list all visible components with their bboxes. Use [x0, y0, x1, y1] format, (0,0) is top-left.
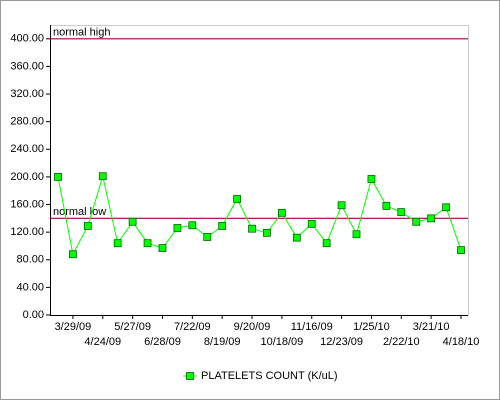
data-point [218, 222, 227, 230]
y-tick-label: 80.00 [16, 254, 44, 266]
data-point [322, 239, 331, 248]
x-tick-label: 9/20/09 [234, 321, 271, 333]
data-point [188, 221, 197, 230]
data-point [367, 175, 376, 183]
y-tick-label: 160.00 [10, 198, 44, 210]
reference-label: normal low [53, 206, 106, 218]
legend-label: PLATELETS COUNT (K/uL) [201, 370, 338, 382]
y-tick-label: 0.00 [23, 309, 44, 321]
y-tick-label: 280.00 [10, 116, 44, 128]
data-point [352, 230, 361, 239]
data-point [113, 239, 122, 248]
data-point [412, 217, 421, 226]
data-point [427, 214, 436, 223]
data-point [83, 222, 92, 230]
data-point [69, 250, 77, 259]
data-point [98, 172, 107, 181]
x-tick-label: 3/21/10 [413, 321, 450, 333]
x-tick-label: 12/23/09 [320, 336, 363, 348]
data-point [128, 217, 137, 226]
reference-label: normal high [53, 27, 110, 39]
x-tick-label: 4/18/10 [443, 336, 480, 348]
data-point [248, 224, 256, 233]
y-tick-label: 120.00 [10, 226, 44, 238]
data-point [337, 201, 346, 210]
data-point [54, 173, 62, 181]
data-point [292, 233, 301, 242]
series-line [57, 174, 462, 256]
data-point [442, 203, 450, 212]
x-tick-label: 6/28/09 [144, 336, 181, 348]
x-tick-label: 2/22/10 [383, 336, 420, 348]
x-tick-label: 1/25/10 [353, 321, 390, 333]
y-tick-label: 240.00 [10, 143, 44, 155]
x-tick-label: 7/22/09 [174, 321, 211, 333]
data-point [233, 195, 242, 203]
legend-marker [186, 372, 194, 380]
data-point [382, 202, 391, 210]
x-tick-label: 3/29/09 [55, 321, 92, 333]
y-tick-label: 360.00 [10, 60, 44, 72]
x-tick-label: 11/16/09 [291, 321, 333, 333]
x-tick-label: 4/24/09 [84, 336, 121, 348]
data-point [263, 228, 271, 237]
y-tick-label: 400.00 [10, 33, 44, 45]
data-point [203, 233, 212, 241]
x-tick-label: 8/19/09 [204, 336, 241, 348]
data-point [457, 246, 465, 254]
x-tick-label: 10/18/09 [260, 336, 303, 348]
data-point [143, 239, 152, 248]
y-tick-label: 40.00 [16, 281, 44, 293]
x-tick-label: 5/27/09 [114, 321, 151, 333]
y-tick-label: 320.00 [10, 88, 44, 100]
data-point [397, 208, 406, 217]
data-point [277, 208, 286, 217]
y-tick-label: 200.00 [10, 171, 44, 183]
data-point [307, 219, 316, 228]
data-point [158, 244, 167, 252]
data-point [173, 224, 182, 232]
